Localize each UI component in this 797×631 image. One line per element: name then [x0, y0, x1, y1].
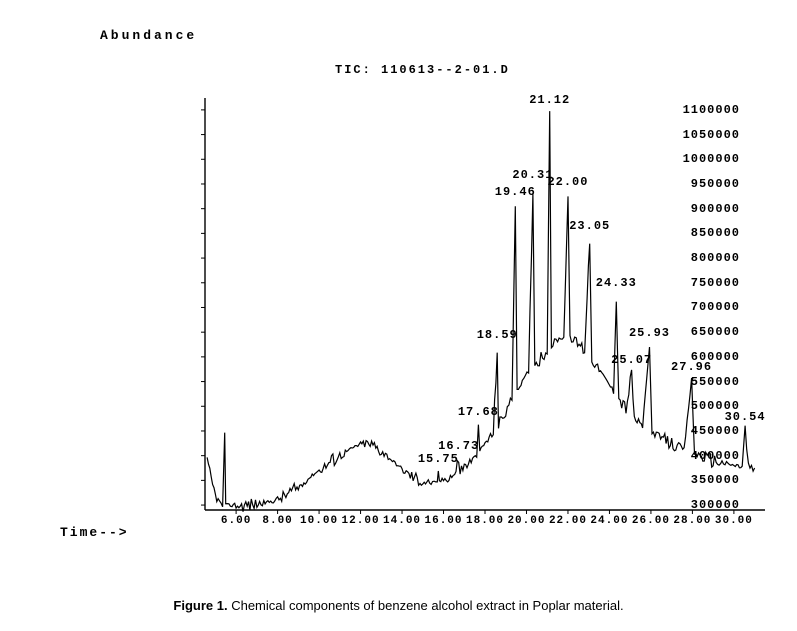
peak-label: 25.93: [629, 326, 670, 340]
peak-label: 22.00: [547, 175, 588, 189]
peak-label: 30.54: [725, 410, 766, 424]
peak-label: 19.46: [495, 185, 536, 199]
x-axis-title: Time-->: [60, 525, 129, 540]
caption-prefix: Figure 1.: [173, 598, 227, 613]
peak-label: 27.96: [671, 360, 712, 374]
peak-label: 17.68: [458, 405, 499, 419]
peak-label: 15.75: [418, 452, 459, 466]
peak-label: 24.33: [596, 276, 637, 290]
peak-label: 18.59: [477, 328, 518, 342]
chromatogram-chart: Abundance TIC: 110613--2-01.D 3000003500…: [60, 20, 740, 550]
peak-label: 25.07: [611, 353, 652, 367]
caption-text: Chemical components of benzene alcohol e…: [228, 598, 624, 613]
peak-label: 21.12: [529, 93, 570, 107]
figure-caption: Figure 1. Chemical components of benzene…: [0, 598, 797, 613]
peak-label: 16.73: [438, 439, 479, 453]
peak-label: 23.05: [569, 219, 610, 233]
